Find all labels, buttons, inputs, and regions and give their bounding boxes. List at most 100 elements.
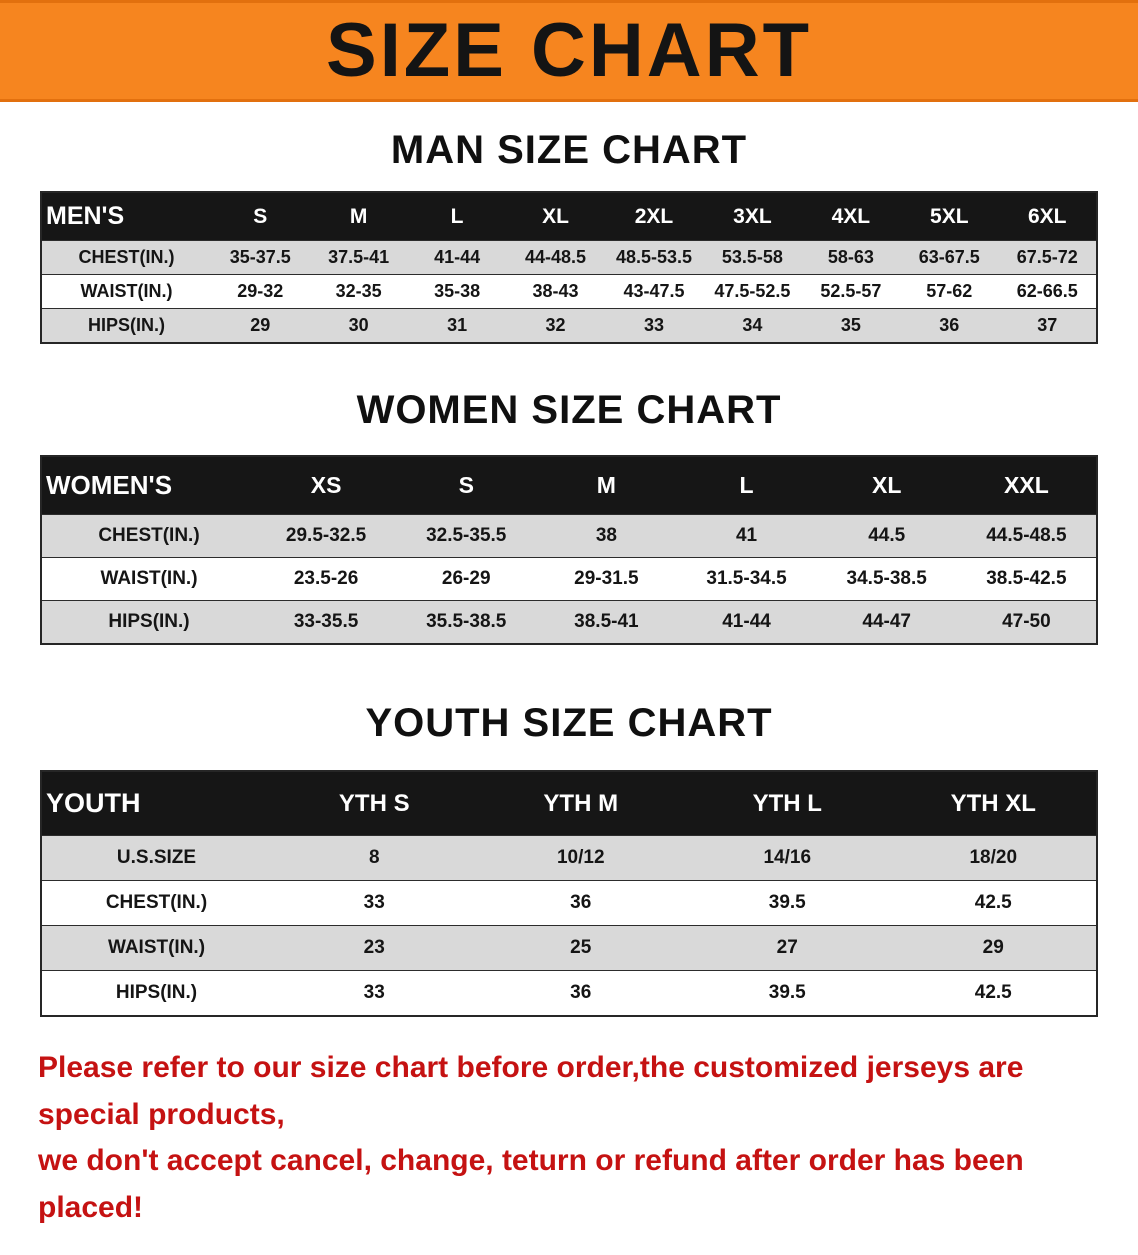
size-column-header: YTH M (477, 771, 684, 836)
size-value: 52.5-57 (801, 274, 901, 309)
table-corner-label: WOMEN'S (41, 456, 256, 515)
row-label: HIPS(IN.) (41, 600, 256, 644)
women-size-table: WOMEN'S XS S M L XL XXL CHEST(IN.) 29.5-32.5 32.5… (40, 455, 1098, 645)
women-size-section: WOMEN SIZE CHART WOMEN'S XS S M L XL XXL CHEST(… (0, 388, 1138, 645)
women-section-heading: WOMEN SIZE CHART (356, 388, 782, 432)
size-column-header: YTH XL (890, 771, 1097, 836)
row-label: CHEST(IN.) (41, 240, 211, 275)
size-value: 47-50 (956, 600, 1097, 644)
size-value: 44.5 (816, 514, 957, 558)
size-value: 35-38 (407, 274, 507, 309)
size-value: 31.5-34.5 (676, 557, 817, 601)
table-row: CHEST(IN.) 33 36 39.5 42.5 (41, 880, 1097, 926)
size-value: 39.5 (684, 880, 891, 926)
size-value: 32 (506, 308, 605, 343)
size-value: 33 (604, 308, 704, 343)
table-header-row: WOMEN'S XS S M L XL XXL (41, 456, 1097, 515)
disclaimer-line1: Please refer to our size chart before or… (38, 1051, 1024, 1131)
size-value: 27 (684, 925, 891, 971)
size-value: 38-43 (506, 274, 605, 309)
size-value: 53.5-58 (703, 240, 802, 275)
size-value: 35-37.5 (211, 240, 310, 275)
size-value: 23.5-26 (256, 557, 397, 601)
row-label: WAIST(IN.) (41, 557, 256, 601)
table-header-row: YOUTH YTH S YTH M YTH L YTH XL (41, 771, 1097, 836)
size-value: 48.5-53.5 (604, 240, 704, 275)
row-label: CHEST(IN.) (41, 514, 256, 558)
size-value: 41-44 (676, 600, 817, 644)
table-row: WAIST(IN.) 23 25 27 29 (41, 925, 1097, 971)
size-value: 32.5-35.5 (396, 514, 537, 558)
size-value: 29 (890, 925, 1097, 971)
size-value: 44.5-48.5 (956, 514, 1097, 558)
size-value: 31 (407, 308, 507, 343)
table-row: CHEST(IN.) 29.5-32.5 32.5-35.5 38 41 44.5 44.5… (41, 514, 1097, 558)
size-value: 57-62 (900, 274, 999, 309)
youth-size-section: YOUTH SIZE CHART YOUTH YTH S YTH M YTH L YTH… (0, 701, 1138, 1017)
size-value: 37 (998, 308, 1097, 343)
size-value: 41-44 (407, 240, 507, 275)
size-value: 35.5-38.5 (396, 600, 537, 644)
size-column-header: 3XL (703, 192, 802, 241)
size-value: 34 (703, 308, 802, 343)
size-value: 63-67.5 (900, 240, 999, 275)
size-value: 41 (676, 514, 817, 558)
size-column-header: 6XL (998, 192, 1097, 241)
size-value: 38.5-42.5 (956, 557, 1097, 601)
size-value: 35 (801, 308, 901, 343)
table-corner-label: YOUTH (41, 771, 271, 836)
youth-section-heading: YOUTH SIZE CHART (365, 701, 773, 745)
size-value: 8 (271, 835, 478, 881)
size-value: 42.5 (890, 880, 1097, 926)
size-value: 29 (211, 308, 310, 343)
table-row: CHEST(IN.) 35-37.5 37.5-41 41-44 44-48.5 48.5… (41, 240, 1097, 275)
size-value: 38 (536, 514, 677, 558)
table-header-row: MEN'S S M L XL 2XL 3XL 4XL 5XL 6XL (41, 192, 1097, 241)
size-value: 42.5 (890, 970, 1097, 1016)
size-value: 29-32 (211, 274, 310, 309)
size-column-header: M (536, 456, 677, 515)
disclaimer: Please refer to our size chart before or… (0, 1045, 1138, 1255)
men-size-section: MAN SIZE CHART MEN'S S M L XL 2XL 3XL 4XL 5XL 6XL… (0, 128, 1138, 344)
size-column-header: 2XL (604, 192, 704, 241)
row-label: HIPS(IN.) (41, 970, 271, 1016)
banner: SIZE CHART (0, 0, 1138, 102)
men-section-heading: MAN SIZE CHART (390, 128, 748, 172)
size-value: 18/20 (890, 835, 1097, 881)
size-column-header: 4XL (801, 192, 901, 241)
size-value: 33 (271, 970, 478, 1016)
table-row: WAIST(IN.) 29-32 32-35 35-38 38-43 43-47.5 47.… (41, 274, 1097, 309)
size-column-header: S (211, 192, 310, 241)
size-value: 36 (900, 308, 999, 343)
size-value: 33 (271, 880, 478, 926)
youth-size-table: YOUTH YTH S YTH M YTH L YTH XL U.S.SIZE 8 10/12… (40, 770, 1098, 1017)
size-column-header: XS (256, 456, 397, 515)
size-column-header: 5XL (900, 192, 999, 241)
size-value: 25 (477, 925, 684, 971)
size-value: 47.5-52.5 (703, 274, 802, 309)
size-column-header: S (396, 456, 537, 515)
size-column-header: YTH S (271, 771, 478, 836)
row-label: U.S.SIZE (41, 835, 271, 881)
size-column-header: L (676, 456, 817, 515)
size-value: 30 (309, 308, 408, 343)
size-value: 39.5 (684, 970, 891, 1016)
size-value: 29-31.5 (536, 557, 677, 601)
size-value: 33-35.5 (256, 600, 397, 644)
size-value: 32-35 (309, 274, 408, 309)
men-size-table: MEN'S S M L XL 2XL 3XL 4XL 5XL 6XL CHEST(IN.) 35-37… (40, 191, 1098, 344)
table-row: HIPS(IN.) 29 30 31 32 33 34 35 36 37 (41, 308, 1097, 343)
table-row: WAIST(IN.) 23.5-26 26-29 29-31.5 31.5-34.5 34… (41, 557, 1097, 601)
row-label: CHEST(IN.) (41, 880, 271, 926)
size-value: 14/16 (684, 835, 891, 881)
size-column-header: L (407, 192, 507, 241)
size-column-header: XXL (956, 456, 1097, 515)
table-row: U.S.SIZE 8 10/12 14/16 18/20 (41, 835, 1097, 881)
size-value: 44-47 (816, 600, 957, 644)
disclaimer-line2: we don't accept cancel, change, teturn o… (38, 1144, 1024, 1224)
table-row: HIPS(IN.) 33 36 39.5 42.5 (41, 970, 1097, 1016)
size-value: 62-66.5 (998, 274, 1097, 309)
size-value: 38.5-41 (536, 600, 677, 644)
size-value: 26-29 (396, 557, 537, 601)
